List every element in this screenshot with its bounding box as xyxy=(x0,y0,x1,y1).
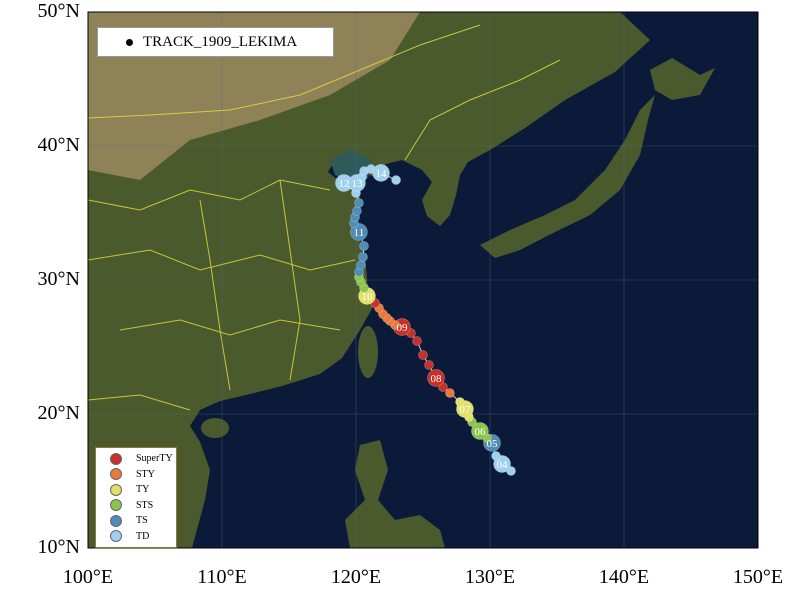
track-point xyxy=(391,175,401,185)
track-point xyxy=(352,206,362,216)
y-tick-50: 50°N xyxy=(37,0,80,22)
x-tick-100: 100°E xyxy=(62,566,114,588)
track-point xyxy=(412,336,422,346)
track-marker-icon xyxy=(126,38,133,46)
map-frame xyxy=(87,11,759,549)
track-point-label: 10 xyxy=(361,291,373,303)
philippines xyxy=(345,440,445,548)
track-point-label: 14 xyxy=(376,168,388,180)
legend-item-sty: STY xyxy=(96,467,176,483)
circle-icon xyxy=(110,514,122,527)
circle-icon xyxy=(110,468,122,481)
track-point xyxy=(356,260,366,270)
hokkaido xyxy=(650,58,715,100)
track-point xyxy=(418,350,428,360)
legend-item-ty: TY xyxy=(96,482,176,498)
circle-icon xyxy=(110,452,122,465)
legend-item-ts: TS xyxy=(96,513,176,529)
x-tick-130: 130°E xyxy=(464,566,516,588)
track-point xyxy=(424,360,434,370)
track-point xyxy=(359,241,369,251)
x-tick-140: 140°E xyxy=(598,566,650,588)
track-point xyxy=(350,223,368,241)
track-point-label: 11 xyxy=(354,227,365,239)
track-point-label: 05 xyxy=(487,438,499,450)
category-legend: SuperTY STY TY STS TS TD xyxy=(95,447,177,548)
circle-icon xyxy=(110,530,122,543)
province-borders xyxy=(88,24,561,411)
circle-icon xyxy=(110,499,122,512)
track-point-label: 07 xyxy=(459,404,471,416)
track-point-label: 06 xyxy=(474,426,486,438)
track-point xyxy=(471,422,489,440)
track-point xyxy=(491,451,501,461)
track-point-label: 04 xyxy=(497,459,509,471)
track-point xyxy=(427,369,445,387)
graticule xyxy=(88,12,758,548)
track-point-label: 13 xyxy=(351,178,363,190)
track-point xyxy=(354,198,364,208)
legend-item-sts: STS xyxy=(96,498,176,514)
japan xyxy=(480,95,655,258)
track-point-label: 12 xyxy=(338,178,349,190)
y-tick-20: 20°N xyxy=(37,402,80,424)
x-tick-110: 110°E xyxy=(197,566,247,588)
y-tick-10: 10°N xyxy=(37,536,80,558)
x-tick-150: 150°E xyxy=(732,566,784,588)
legend-item-supterty: SuperTY xyxy=(96,451,176,467)
legend-item-td: TD xyxy=(96,529,176,545)
track-point-label: 09 xyxy=(396,322,408,334)
track-point xyxy=(445,388,455,398)
hainan xyxy=(201,418,229,438)
x-tick-120: 120°E xyxy=(330,566,382,588)
track-point xyxy=(372,164,390,182)
y-tick-30: 30°N xyxy=(37,268,80,290)
y-tick-40: 40°N xyxy=(37,134,80,156)
track-point xyxy=(358,252,368,262)
circle-icon xyxy=(110,483,122,496)
track-legend: TRACK_1909_LEKIMA xyxy=(97,27,334,57)
taiwan xyxy=(358,326,378,378)
track-point xyxy=(455,397,465,407)
track-legend-label: TRACK_1909_LEKIMA xyxy=(143,33,298,50)
track-point-label: 08 xyxy=(430,373,442,385)
